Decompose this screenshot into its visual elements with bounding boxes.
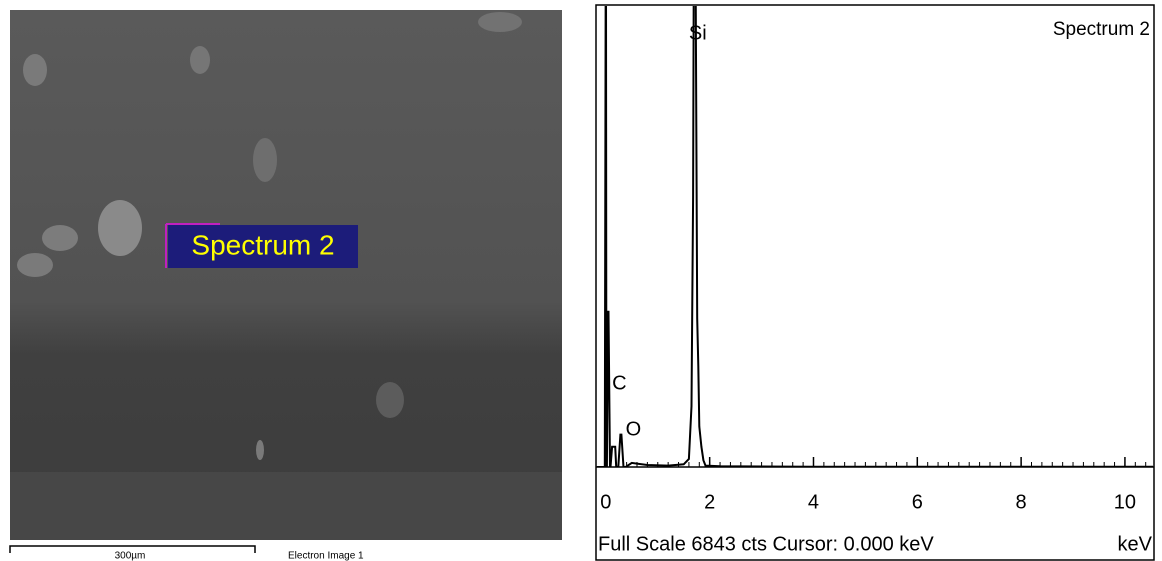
peak-label: O: [626, 418, 642, 440]
x-tick-label: 10: [1114, 491, 1136, 513]
peak-label: Si: [689, 22, 707, 44]
chart-title: Spectrum 2: [1053, 19, 1150, 40]
scale-bar-label: 300µm: [115, 551, 146, 561]
x-tick-label: 4: [808, 491, 819, 513]
x-tick-label: 0: [600, 491, 611, 513]
x-tick-label: 6: [912, 491, 923, 513]
x-tick-label: 2: [704, 491, 715, 513]
footer: Full Scale 6843 cts Cursor: 0.000 keV: [598, 533, 934, 555]
spot-label: Spectrum 2: [191, 229, 334, 260]
page: Spectrum 2 300µm Electron Image 1 Spectr…: [0, 0, 1162, 561]
electron-image: Spectrum 2 300µm Electron Image 1: [10, 10, 562, 561]
x-tick-label: 8: [1016, 491, 1027, 513]
spectrum-panel: Spectrum 2 Full Scale 6843 cts Cursor: 0…: [596, 5, 1154, 560]
x-unit: keV: [1118, 533, 1153, 555]
image-caption: Electron Image 1: [288, 551, 364, 561]
peak-label: C: [612, 372, 626, 394]
